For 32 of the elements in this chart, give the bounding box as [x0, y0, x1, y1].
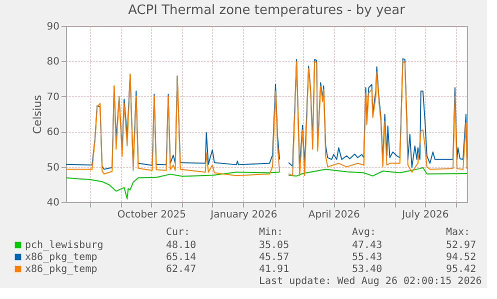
y-tick-label: 50 — [46, 162, 60, 174]
text: 52.97 — [446, 240, 476, 251]
text: Last update: Wed Aug 26 02:00:15 2026 — [259, 276, 482, 287]
y-tick-label: 70 — [46, 92, 60, 103]
text: 65.14 — [166, 252, 196, 263]
chart-title: ACPI Thermal zone temperatures - by year — [128, 3, 406, 18]
text: 53.40 — [352, 264, 382, 275]
text: 62.47 — [166, 264, 196, 275]
text: 55.43 — [352, 252, 382, 263]
y-tick-label: 40 — [46, 198, 60, 208]
x-tick-label: April 2026 — [308, 210, 360, 220]
text: Min: — [259, 227, 284, 238]
text: 95.42 — [446, 264, 476, 275]
x-tick-label: July 2026 — [401, 210, 449, 220]
legend-label: x86_pkg_temp — [25, 252, 98, 263]
text: 48.10 — [166, 240, 196, 251]
y-tick-label: 90 — [46, 22, 60, 32]
legend-label: pch_lewisburg — [25, 240, 104, 251]
text: 35.05 — [259, 240, 290, 251]
text: Cur: — [166, 227, 190, 238]
text: Avg: — [352, 227, 376, 238]
text: 45.57 — [259, 252, 290, 263]
x-tick-label: October 2025 — [117, 210, 186, 220]
y-tick-label: 60 — [46, 127, 60, 138]
x-tick-label: January 2026 — [210, 210, 278, 220]
y-axis-title: Celsius — [30, 94, 44, 134]
text: 94.52 — [446, 252, 476, 263]
y-tick-label: 80 — [46, 56, 60, 68]
text: 41.91 — [259, 264, 290, 275]
legend-label: x86_pkg_temp — [25, 264, 98, 275]
text: Max: — [446, 227, 470, 238]
text: 47.43 — [352, 240, 382, 251]
